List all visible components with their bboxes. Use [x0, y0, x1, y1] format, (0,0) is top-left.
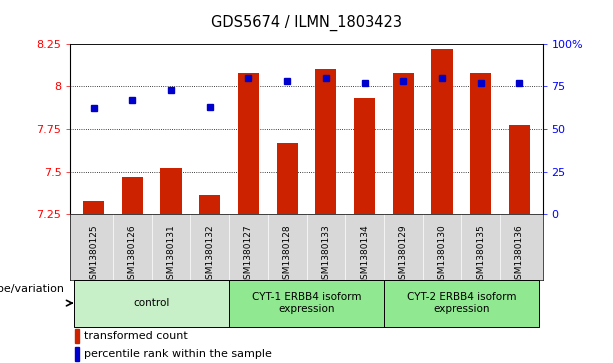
Bar	[74, 280, 229, 327]
Text: GSM1380132: GSM1380132	[205, 224, 215, 285]
Text: GSM1380126: GSM1380126	[128, 224, 137, 285]
Text: GSM1380131: GSM1380131	[167, 224, 175, 285]
Text: control: control	[134, 298, 170, 308]
Text: GSM1380128: GSM1380128	[283, 224, 292, 285]
Text: CYT-2 ERBB4 isoform
expression: CYT-2 ERBB4 isoform expression	[406, 292, 516, 314]
Bar	[354, 98, 375, 214]
Bar	[229, 280, 384, 327]
Bar	[509, 126, 530, 214]
Bar	[470, 73, 491, 214]
Bar	[161, 168, 181, 214]
Text: GSM1380127: GSM1380127	[244, 224, 253, 285]
Bar	[122, 177, 143, 214]
Text: GSM1380135: GSM1380135	[476, 224, 485, 285]
Text: GSM1380129: GSM1380129	[398, 224, 408, 285]
Bar	[75, 347, 80, 361]
Text: transformed count: transformed count	[84, 331, 188, 341]
Text: GSM1380133: GSM1380133	[321, 224, 330, 285]
Text: genotype/variation: genotype/variation	[0, 284, 64, 294]
Bar	[315, 69, 337, 214]
Bar	[392, 73, 414, 214]
Bar	[75, 329, 80, 343]
Text: GSM1380130: GSM1380130	[438, 224, 446, 285]
Bar	[83, 200, 104, 214]
Bar	[384, 280, 539, 327]
Bar	[432, 49, 452, 214]
Bar	[199, 195, 221, 214]
Text: percentile rank within the sample: percentile rank within the sample	[84, 349, 272, 359]
Text: GSM1380136: GSM1380136	[515, 224, 524, 285]
Bar	[276, 143, 298, 214]
Text: GSM1380125: GSM1380125	[89, 224, 98, 285]
Text: GSM1380134: GSM1380134	[360, 224, 369, 285]
Text: GDS5674 / ILMN_1803423: GDS5674 / ILMN_1803423	[211, 15, 402, 31]
Text: CYT-1 ERBB4 isoform
expression: CYT-1 ERBB4 isoform expression	[252, 292, 361, 314]
Bar	[238, 73, 259, 214]
